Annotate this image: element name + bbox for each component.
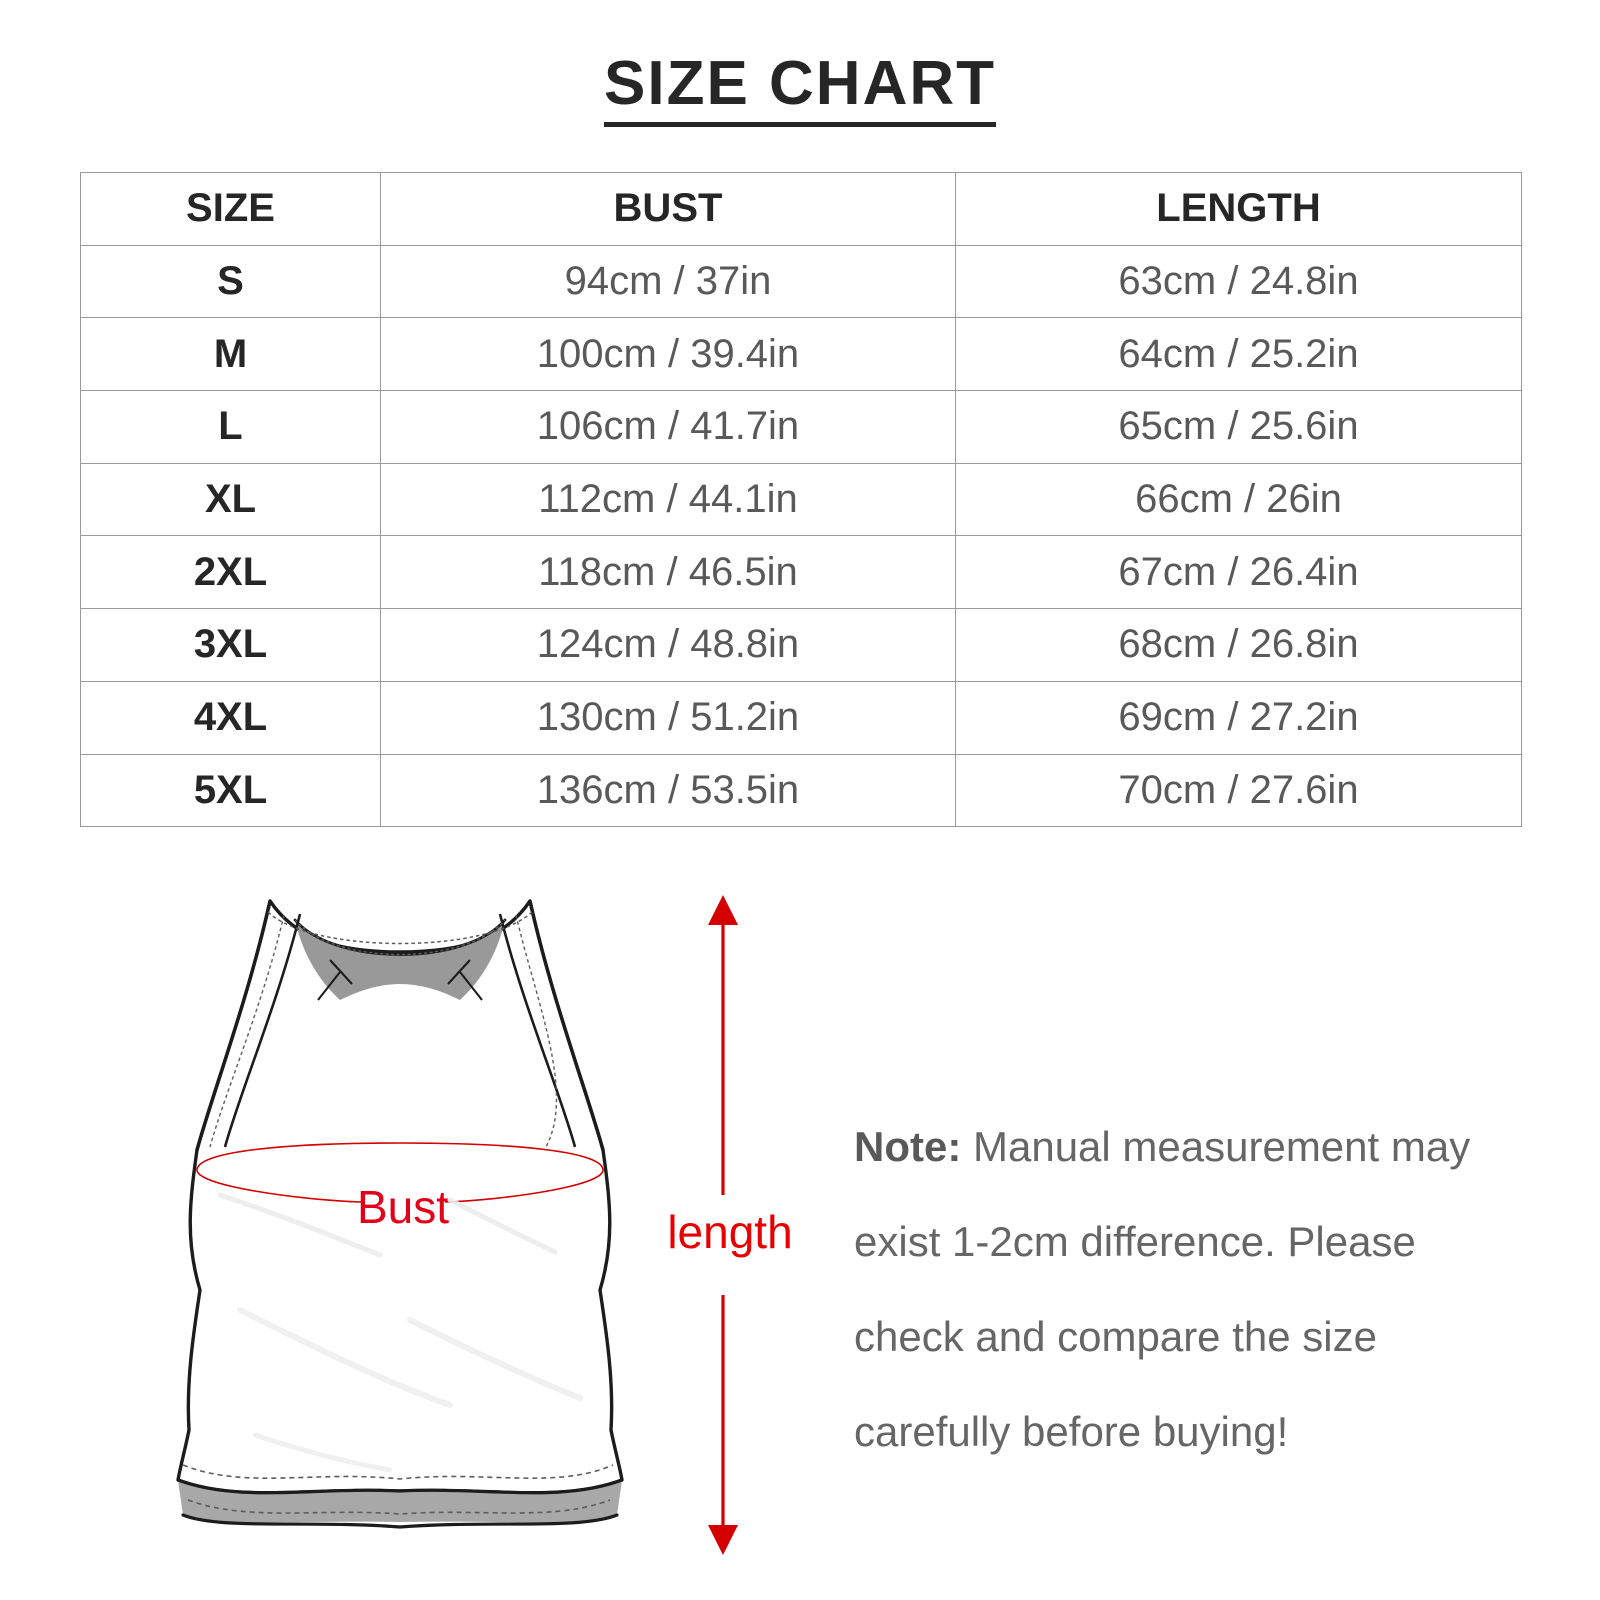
svg-text:Bust: Bust — [357, 1181, 449, 1233]
